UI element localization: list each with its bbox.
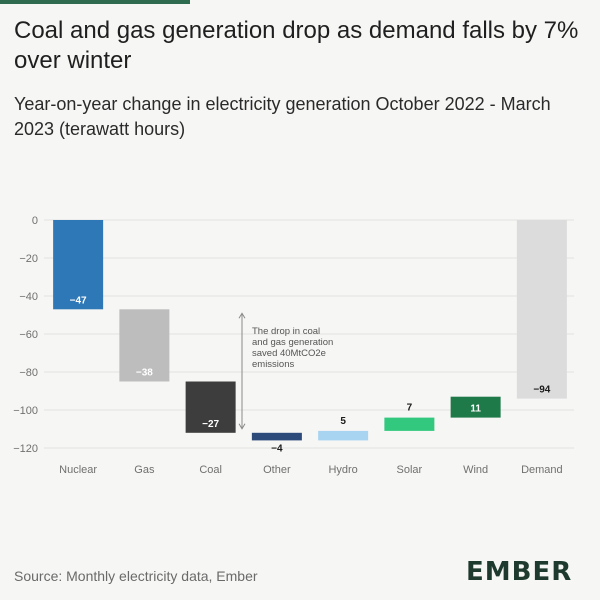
- bar-nuclear: [53, 220, 104, 310]
- source-note: Source: Monthly electricity data, Ember: [14, 568, 258, 584]
- y-tick-label: 0: [32, 215, 38, 227]
- value-label-gas: −38: [136, 368, 153, 379]
- value-label-other: −4: [271, 443, 283, 454]
- y-tick-label: −100: [13, 405, 38, 417]
- x-tick-label: Solar: [397, 464, 423, 476]
- y-tick-label: −80: [19, 367, 38, 379]
- y-tick-label: −120: [13, 443, 38, 455]
- annotation-arrow-head-bottom: [238, 423, 246, 430]
- x-tick-label: Wind: [463, 464, 488, 476]
- value-label-coal: −27: [202, 419, 219, 430]
- bar-coal: [185, 381, 236, 433]
- bar-hydro: [318, 430, 369, 441]
- ember-logo: EMBER: [466, 557, 573, 587]
- value-label-demand: −94: [533, 385, 550, 396]
- x-tick-label: Hydro: [328, 464, 357, 476]
- y-tick-label: −20: [19, 253, 38, 265]
- x-tick-label: Gas: [134, 464, 155, 476]
- y-tick-label: −60: [19, 329, 38, 341]
- bar-demand: [516, 220, 567, 399]
- x-tick-label: Coal: [199, 464, 222, 476]
- annotation-text-line: and gas generation: [252, 337, 333, 348]
- chart-subtitle: Year-on-year change in electricity gener…: [14, 94, 551, 139]
- y-tick-label: −40: [19, 291, 38, 303]
- value-label-nuclear: −47: [70, 295, 87, 306]
- annotation-text-line: emissions: [252, 359, 294, 370]
- bar-wind: [450, 396, 501, 418]
- brand-accent-bar: [0, 0, 190, 4]
- chart-title: Coal and gas generation drop as demand f…: [14, 17, 579, 74]
- value-label-hydro: 5: [340, 416, 346, 427]
- annotation-text-line: The drop in coal: [252, 326, 320, 337]
- x-tick-label: Other: [263, 464, 291, 476]
- bar-other: [251, 432, 302, 441]
- value-label-wind: 11: [470, 404, 481, 415]
- value-label-solar: 7: [407, 403, 413, 414]
- x-tick-label: Demand: [521, 464, 563, 476]
- bar-gas: [119, 309, 170, 382]
- annotation-arrow-head-top: [238, 312, 246, 319]
- waterfall-chart: 0−20−40−60−80−100−120−47Nuclear−38Gas−27…: [13, 215, 574, 476]
- bar-solar: [384, 417, 435, 431]
- annotation-text-line: saved 40MtCO2e: [252, 348, 326, 359]
- x-tick-label: Nuclear: [59, 464, 97, 476]
